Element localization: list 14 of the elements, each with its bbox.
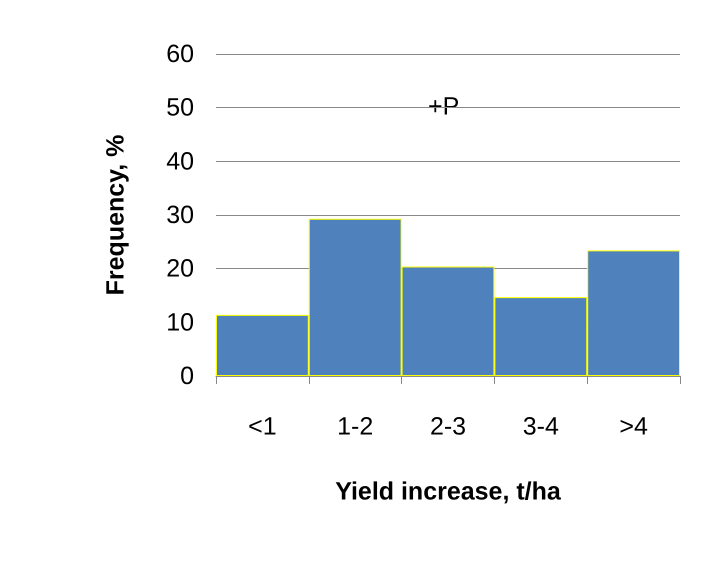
y-tick-label: 30 [166,201,194,229]
y-tick-label: 60 [166,40,194,68]
x-tick-label: 3-4 [522,412,559,440]
y-tick-label: 10 [166,308,194,336]
x-tick-label: >4 [619,412,648,440]
x-tick-label: 2-3 [430,412,466,440]
y-tick-label: 50 [166,94,194,122]
y-tick-label: 40 [166,147,194,176]
x-tick-label: 1-2 [337,412,374,440]
x-tick-label: <1 [248,412,277,440]
y-tick-label: 20 [166,254,194,283]
y-tick-label: 0 [180,362,194,390]
y-axis-title: Frequency, % [102,134,130,296]
x-axis-title: Yield increase, t/ha [335,478,562,506]
